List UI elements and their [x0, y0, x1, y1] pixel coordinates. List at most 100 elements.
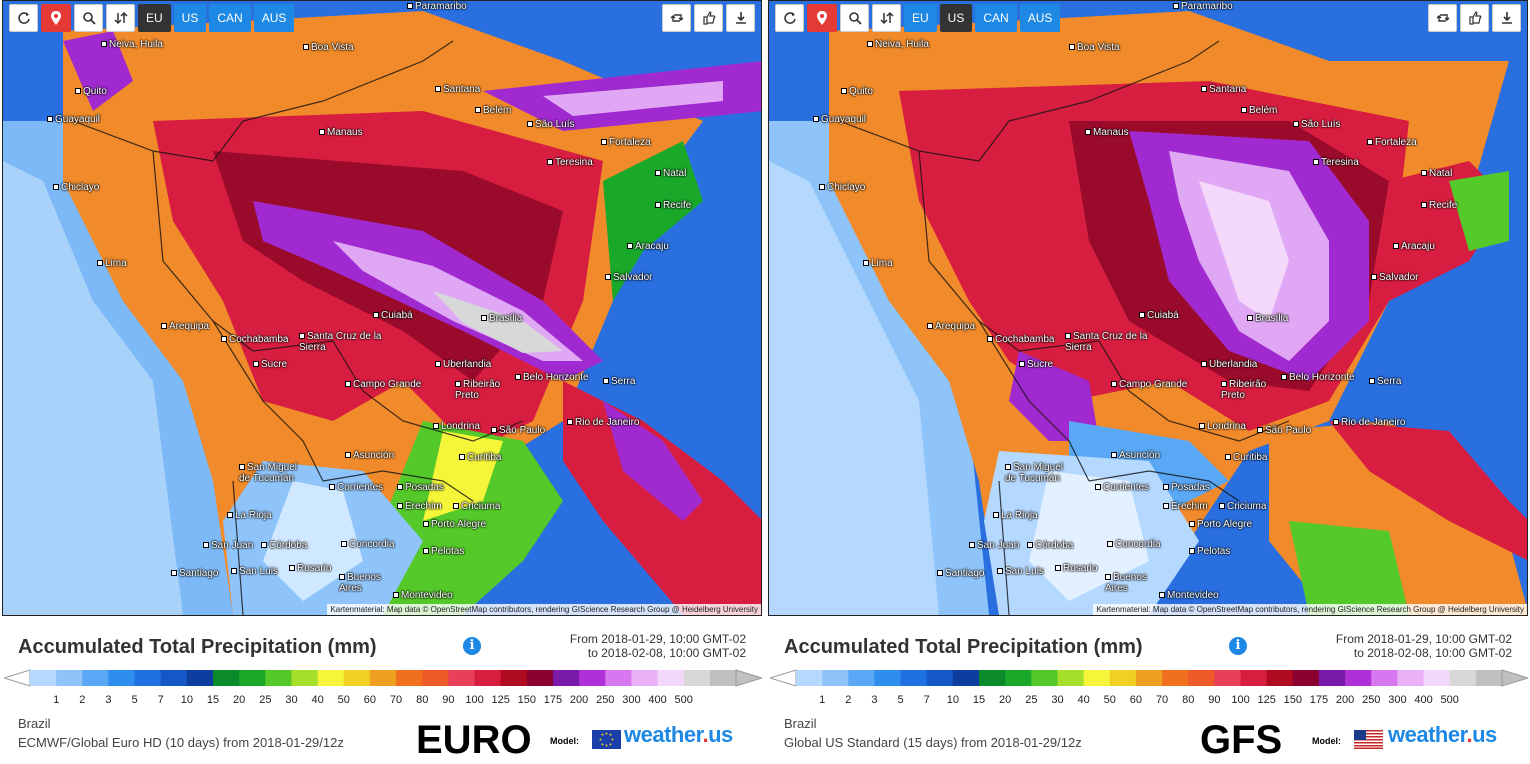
city-label: Natal [655, 168, 686, 179]
euro-legend: Accumulated Total Precipitation (mm) i F… [0, 618, 764, 763]
download-icon[interactable] [1492, 4, 1521, 32]
retweet-icon[interactable] [662, 4, 691, 32]
gfs-precipitation-map[interactable]: EU US CAN AUS Paramaribo Neiva, Huila Bo… [768, 0, 1528, 616]
city-label: Rosario [289, 563, 331, 574]
city-label: Rio de Janeiro [567, 417, 639, 428]
brand-suffix: us [1472, 722, 1497, 747]
city-label: Montevideo [1159, 590, 1219, 601]
retweet-icon[interactable] [1428, 4, 1457, 32]
euro-precip-field [3, 1, 761, 615]
city-label: Guayaquil [813, 114, 866, 125]
scale-tick-label: 40 [311, 694, 324, 706]
download-icon[interactable] [726, 4, 755, 32]
city-label: Recife [1421, 200, 1457, 211]
info-icon[interactable]: i [1229, 637, 1247, 655]
scale-swatch [396, 670, 423, 686]
region-us-button[interactable]: US [939, 4, 973, 32]
scale-swatch [1318, 670, 1346, 686]
location-pin-icon[interactable] [807, 4, 837, 32]
region-eu-button[interactable]: EU [904, 4, 937, 32]
scale-tick-label: 5 [131, 694, 138, 706]
city-label: Montevideo [393, 590, 453, 601]
scale-tick-label: 25 [259, 694, 272, 706]
scale-swatch [657, 670, 685, 686]
city-label: Paramaribo [1173, 1, 1233, 12]
city-label: San Juan [969, 540, 1019, 551]
city-label: Ribeirão Preto [1221, 379, 1281, 401]
city-label: Fortaleza [1367, 137, 1417, 148]
city-label: São Luís [527, 119, 574, 130]
weather-us-logo: weather.us [1388, 722, 1497, 748]
scale-swatch [631, 670, 659, 686]
city-label: Erechim [397, 501, 442, 512]
info-icon[interactable]: i [463, 637, 481, 655]
date-to: to 2018-02-08, 10:00 GMT-02 [587, 646, 746, 660]
city-label: Sucre [1019, 359, 1053, 370]
city-label: Uberlandia [1201, 359, 1257, 370]
city-label: Fortaleza [601, 137, 651, 148]
refresh-icon[interactable] [775, 4, 804, 32]
euro-toolbar-right [662, 4, 755, 32]
city-label: Asunción [345, 450, 394, 461]
city-label: Teresina [1313, 157, 1359, 168]
scale-swatch [56, 670, 83, 686]
brand-dot: . [1466, 722, 1473, 747]
refresh-icon[interactable] [9, 4, 38, 32]
date-range: From 2018-01-29, 10:00 GMT-02 to 2018-02… [570, 632, 746, 660]
scale-tick-label: 3 [871, 694, 878, 706]
region-eu-button[interactable]: EU [138, 4, 171, 32]
region-us-button[interactable]: US [173, 4, 207, 32]
euro-precipitation-map[interactable]: EU US CAN AUS Paramaribo Neiva, Huila Bo… [2, 0, 762, 616]
sort-arrows-icon[interactable] [872, 4, 901, 32]
scale-tick-label: 175 [1309, 694, 1329, 706]
city-label: Salvador [1371, 272, 1418, 283]
scale-swatch [1371, 670, 1398, 686]
zoom-icon[interactable] [74, 4, 103, 32]
scale-swatch [526, 670, 554, 686]
scale-swatch [822, 670, 849, 686]
scale-tick-label: 30 [1051, 694, 1064, 706]
location-pin-icon[interactable] [41, 4, 71, 32]
scale-swatch [1083, 670, 1111, 686]
region-can-button[interactable]: CAN [209, 4, 251, 32]
city-label: Belém [475, 105, 511, 116]
zoom-icon[interactable] [840, 4, 869, 32]
sort-arrows-icon[interactable] [106, 4, 135, 32]
thumbs-up-icon[interactable] [694, 4, 723, 32]
scale-swatch [979, 670, 1006, 686]
scale-arrow-right [1501, 669, 1528, 687]
scale-tick-label: 200 [569, 694, 589, 706]
scale-swatch [213, 670, 240, 686]
scale-swatch [874, 670, 902, 686]
city-label: São Luís [1293, 119, 1340, 130]
city-label: Pelotas [423, 546, 464, 557]
scale-swatch [343, 670, 371, 686]
city-label: Natal [1421, 168, 1452, 179]
scale-tick-label: 50 [1103, 694, 1116, 706]
city-label: Ribeirão Preto [455, 379, 515, 401]
scale-arrow-right [735, 669, 762, 687]
region-aus-button[interactable]: AUS [253, 4, 295, 32]
city-label: Santana [435, 84, 480, 95]
city-label: La Rioja [993, 510, 1038, 521]
brand-suffix: us [708, 722, 733, 747]
legend-title: Accumulated Total Precipitation (mm) [18, 636, 377, 658]
date-to: to 2018-02-08, 10:00 GMT-02 [1353, 646, 1512, 660]
scale-tick-label: 300 [622, 694, 641, 706]
scale-tick-label: 30 [285, 694, 298, 706]
legend-title: Accumulated Total Precipitation (mm) [784, 636, 1143, 658]
city-label: Curitiba [1225, 452, 1267, 463]
city-label: Corrientes [329, 482, 383, 493]
region-can-button[interactable]: CAN [975, 4, 1017, 32]
scale-swatch [30, 670, 57, 686]
scale-tick-label: 15 [206, 694, 220, 706]
scale-tick-label: 400 [648, 694, 667, 706]
scale-swatch [186, 670, 214, 686]
region-aus-button[interactable]: AUS [1019, 4, 1061, 32]
city-label: Buenos Aires [339, 572, 389, 594]
thumbs-up-icon[interactable] [1460, 4, 1489, 32]
scale-swatch [1345, 670, 1372, 686]
city-label: Santiago [937, 568, 984, 579]
model-description: Global US Standard (15 days) from 2018-0… [784, 735, 1082, 750]
scale-swatch [422, 670, 449, 686]
